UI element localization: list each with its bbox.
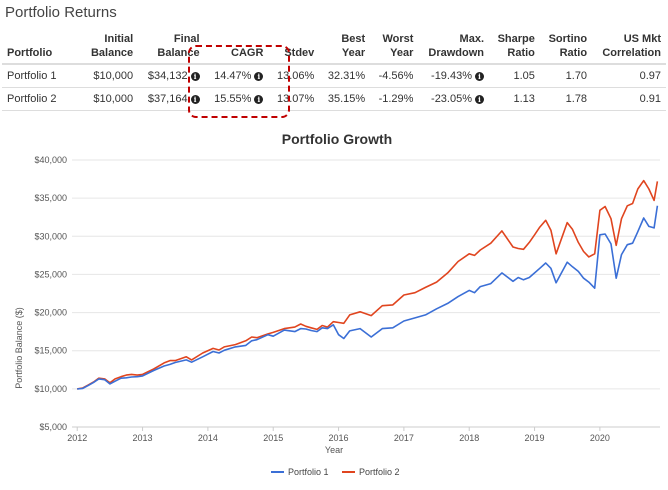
header-portfolio: Portfolio (2, 32, 82, 65)
x-tick-label: 2016 (329, 433, 349, 443)
cell-cagr: 14.47% i (204, 64, 269, 88)
x-axis-title: Year (325, 445, 343, 455)
cell-sharpe-ratio: 1.13 (489, 87, 540, 111)
header-sharpe-ratio: Sharpe Ratio (489, 32, 540, 65)
chart-title: Portfolio Growth (282, 131, 392, 147)
legend-label-portfolio-2[interactable]: Portfolio 2 (359, 467, 400, 477)
y-tick-label: $30,000 (34, 231, 67, 241)
x-tick-label: 2019 (525, 433, 545, 443)
cell-portfolio: Portfolio 1 (2, 64, 82, 88)
header-initial-balance: Initial Balance (82, 32, 139, 65)
y-tick-label: $10,000 (34, 384, 67, 394)
x-tick-label: 2015 (263, 433, 283, 443)
x-tick-label: 2012 (67, 433, 87, 443)
y-tick-label: $5,000 (39, 422, 67, 432)
cell-best-year: 35.15% (319, 87, 371, 111)
cell-max-drawdown: -23.05% i (418, 87, 490, 111)
y-tick-label: $15,000 (34, 346, 67, 356)
table-row: Portfolio 2 $10,000 $37,164 i 15.55% i 13.… (2, 87, 666, 111)
chart-legend[interactable]: Portfolio 1 Portfolio 2 (271, 467, 400, 477)
info-circle-icon[interactable]: i (254, 95, 264, 104)
y-axis-title: Portfolio Balance ($) (14, 307, 24, 389)
section-title: Portfolio Returns (5, 4, 117, 21)
cell-max-drawdown: -19.43% i (418, 64, 490, 88)
cell-stdev: 13.07% (268, 87, 320, 111)
y-tick-label: $40,000 (34, 155, 67, 165)
cell-worst-year: -1.29% (370, 87, 419, 111)
y-tick-label: $25,000 (34, 269, 67, 279)
cell-us-mkt-correlation: 0.97 (592, 64, 666, 88)
grid-lines (72, 159, 660, 431)
cell-best-year: 32.31% (319, 64, 371, 88)
x-tick-label: 2017 (394, 433, 414, 443)
x-tick-label: 2013 (133, 433, 153, 443)
cell-initial-balance: $10,000 (82, 87, 139, 111)
cell-sortino-ratio: 1.78 (539, 87, 593, 111)
cell-cagr: 15.55% i (204, 87, 269, 111)
y-tick-label: $20,000 (34, 308, 67, 318)
series-line-portfolio-2 (77, 179, 659, 390)
cell-portfolio: Portfolio 2 (2, 87, 82, 111)
cell-worst-year: -4.56% (370, 64, 419, 88)
info-circle-icon[interactable]: i (475, 72, 485, 81)
y-tick-label: $35,000 (34, 193, 67, 203)
cell-us-mkt-correlation: 0.91 (592, 87, 666, 111)
header-us-mkt-correlation: US Mkt Correlation (592, 32, 666, 65)
portfolio-returns-table: Portfolio Initial Balance Final Balance CA… (2, 32, 666, 111)
header-worst-year: Worst Year (370, 32, 419, 65)
info-circle-icon[interactable]: i (190, 95, 200, 104)
cell-initial-balance: $10,000 (82, 64, 139, 88)
series-lines (77, 179, 659, 390)
header-sortino-ratio: Sortino Ratio (539, 32, 593, 65)
header-stdev: Stdev (268, 32, 320, 65)
info-circle-icon[interactable]: i (254, 72, 264, 81)
portfolio-growth-chart: $5,000 $10,000 $15,000 $20,000 $25,000 $30,00… (14, 131, 660, 477)
cell-sortino-ratio: 1.70 (539, 64, 593, 88)
legend-label-portfolio-1[interactable]: Portfolio 1 (288, 467, 329, 477)
header-final-balance: Final Balance (138, 32, 205, 65)
y-tick-labels: $5,000 $10,000 $15,000 $20,000 $25,000 $30,00… (34, 155, 67, 432)
info-circle-icon[interactable]: i (475, 95, 485, 104)
series-line-portfolio-1 (77, 205, 659, 390)
table-header-row: Portfolio Initial Balance Final Balance CA… (2, 32, 666, 65)
cagr-stdev-highlight-box (188, 45, 290, 118)
header-max-drawdown: Max. Drawdown (418, 32, 490, 65)
x-tick-label: 2014 (198, 433, 218, 443)
cell-stdev: 13.06% (268, 64, 320, 88)
header-cagr: CAGR (204, 32, 269, 65)
info-circle-icon[interactable]: i (190, 72, 200, 81)
x-tick-label: 2018 (459, 433, 479, 443)
x-tick-labels: 2012 2013 2014 2015 2016 2017 2018 2019 2020 (67, 433, 610, 443)
cell-final-balance: $37,164 i (138, 87, 205, 111)
cell-final-balance: $34,132 i (138, 64, 205, 88)
x-tick-label: 2020 (590, 433, 610, 443)
header-best-year: Best Year (319, 32, 371, 65)
cell-sharpe-ratio: 1.05 (489, 64, 540, 88)
table-row: Portfolio 1 $10,000 $34,132 i 14.47% i 13.… (2, 64, 666, 88)
